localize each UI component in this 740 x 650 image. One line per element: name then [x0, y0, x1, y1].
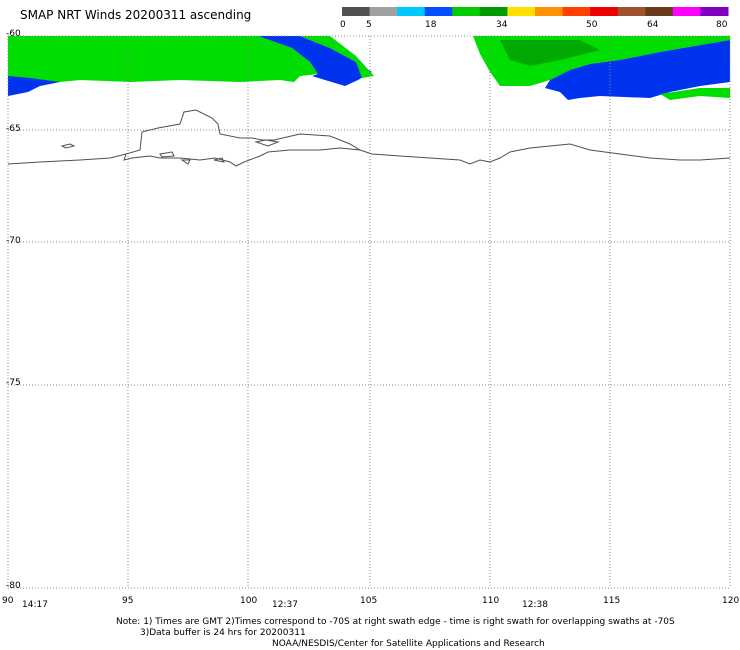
- colorbar-segment: [562, 7, 591, 16]
- colorbar-segment: [397, 7, 426, 16]
- note-line-3: NOAA/NESDIS/Center for Satellite Applica…: [272, 639, 545, 649]
- wind-region-blue-right: [545, 40, 730, 100]
- colorbar-label-18: 18: [425, 20, 437, 30]
- map-title: SMAP NRT Winds 20200311 ascending: [20, 8, 252, 22]
- swath-time-1238: 12:38: [522, 600, 548, 610]
- wind-region-blue-lowerleft: [8, 76, 60, 96]
- colorbar-segment: [617, 7, 646, 16]
- lat-label-60: -60: [6, 29, 21, 39]
- wind-swath-left: [8, 36, 374, 96]
- colorbar: [342, 7, 729, 16]
- lon-label-105: 105: [360, 596, 378, 606]
- colorbar-segment: [479, 7, 508, 16]
- colorbar-segment: [672, 7, 701, 16]
- swath-time-1417: 14:17: [22, 600, 48, 610]
- colorbar-label-0: 0: [340, 20, 346, 30]
- colorbar-segment: [452, 7, 481, 16]
- colorbar-segment: [645, 7, 674, 16]
- colorbar-label-5: 5: [366, 20, 372, 30]
- lat-label-80: -80: [6, 581, 21, 591]
- wind-region-green-left: [8, 36, 318, 92]
- lat-label-70: -70: [6, 236, 21, 246]
- grid-lines: [7, 35, 731, 589]
- colorbar-segment: [535, 7, 564, 16]
- colorbar-label-50: 50: [586, 20, 598, 30]
- colorbar-label-64: 64: [647, 20, 659, 30]
- lon-label-90: 90: [2, 596, 14, 606]
- colorbar-segment: [590, 7, 619, 16]
- wind-region-blue-left: [258, 36, 372, 86]
- colorbar-segment: [507, 7, 536, 16]
- note-line-2: 3)Data buffer is 24 hrs for 20200311: [140, 628, 306, 638]
- lon-label-100: 100: [240, 596, 258, 606]
- swath-time-1237: 12:37: [272, 600, 298, 610]
- colorbar-label-80: 80: [716, 20, 728, 30]
- note-line-1: Note: 1) Times are GMT 2)Times correspon…: [116, 617, 675, 627]
- lon-label-115: 115: [603, 596, 621, 606]
- colorbar-segment: [700, 7, 729, 16]
- colorbar-segment: [342, 7, 371, 16]
- wind-region-green-lowerright: [660, 88, 730, 100]
- colorbar-segment: [424, 7, 453, 16]
- lon-label-120: 120: [722, 596, 740, 606]
- colorbar-label-34: 34: [496, 20, 508, 30]
- lon-label-95: 95: [122, 596, 134, 606]
- lat-label-75: -75: [6, 378, 21, 388]
- colorbar-segment: [369, 7, 398, 16]
- wind-region-darkgreen-right: [500, 40, 600, 66]
- wind-swath-right: [473, 36, 730, 100]
- lat-label-65: -65: [6, 124, 21, 134]
- coastline: [7, 109, 731, 167]
- lon-label-110: 110: [482, 596, 500, 606]
- wind-region-green-edge-left: [300, 36, 374, 78]
